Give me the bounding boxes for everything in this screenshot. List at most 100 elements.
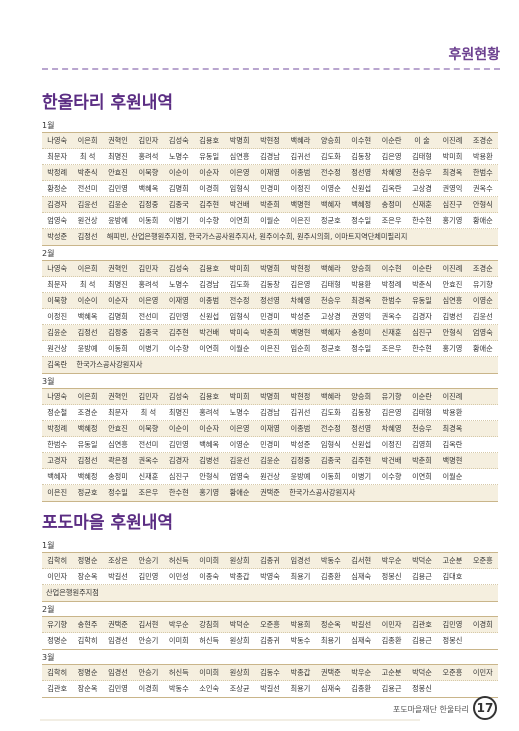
table-cell: 박용희 xyxy=(290,619,311,629)
donor-table: 김학히 정명순 임경선 안승기 허신득 이미희 원상희 김동수 박종갑 권택준 박우순 고순분 박덕순 오… xyxy=(42,664,498,698)
table-cell: 원건상 xyxy=(77,215,98,225)
table-cell: 박용환 xyxy=(351,279,372,289)
table-cell: 이종범 xyxy=(290,167,311,177)
footer-decor xyxy=(40,719,420,721)
table-cell: 권택준 xyxy=(260,488,280,497)
table-row: 이정진 백혜옥 김명희 전선미 김민영 신원섭 임형식 민경미 박성준 고상경 권영익 권옥수 김경자 김… xyxy=(42,309,498,325)
table-cell: 양승희 xyxy=(320,135,341,145)
table-cell: 최 석 xyxy=(79,151,96,161)
table-cell: 박현정 xyxy=(290,263,311,273)
table-cell: 이수현 xyxy=(381,263,402,273)
table-row: 산업은행원주지점 xyxy=(42,585,498,601)
table-cell: 박덕순 xyxy=(412,555,432,565)
table-cell: 이진례 xyxy=(442,391,463,401)
table-cell: 박춘희 xyxy=(412,455,432,465)
table-cell: 이은희 xyxy=(77,135,98,145)
table-cell: 김성숙 xyxy=(168,135,189,145)
table-cell: 유동일 xyxy=(77,439,98,449)
month-label: 2월 xyxy=(42,605,55,614)
table-cell: 안형식 xyxy=(442,327,463,337)
table-cell: 황정순 xyxy=(47,183,68,193)
table-cell: 민경미 xyxy=(260,439,280,449)
table-cell: 김정선 xyxy=(77,232,98,241)
table-cell: 박춘희 xyxy=(260,199,280,209)
table-cell: 최 석 xyxy=(140,407,157,417)
table-cell: 엄영숙 xyxy=(229,471,250,481)
table-cell: 박미희 xyxy=(229,391,250,401)
table-cell: 김민영 xyxy=(108,684,128,693)
table-cell: 김윤순 xyxy=(260,455,280,465)
table-cell: 최문자 xyxy=(108,407,128,417)
table-cell: 이재영 xyxy=(260,167,280,177)
table-cell: 이영순 xyxy=(229,439,250,449)
table-row: 김옥란 한국가스공사강원지사 xyxy=(42,357,498,373)
table-cell: 송정미 xyxy=(108,471,128,481)
table-cell: 김정중 xyxy=(290,455,311,465)
table-cell: 박우순 xyxy=(351,667,372,677)
table-cell: 최경옥 xyxy=(351,295,372,305)
table-cell: 허신득 xyxy=(168,555,189,565)
table-cell: 안형식 xyxy=(199,471,220,481)
table-cell: 허신득 xyxy=(199,636,220,645)
table-cell: 김용근 xyxy=(381,684,402,693)
table-cell: 박성준 xyxy=(290,439,311,449)
table-cell: 신재훈 xyxy=(138,471,159,481)
table-cell: 정순옥 xyxy=(320,619,341,629)
table-cell: 김도화 xyxy=(229,279,250,289)
table-cell: 고상경 xyxy=(320,311,341,321)
table-cell: 김관호 xyxy=(412,619,432,629)
table-cell: 박춘식 xyxy=(77,167,98,177)
table-cell: 이순이 xyxy=(77,295,98,305)
table-row: 정명순 김학히 임경선 안승기 이미희 허신득 원상희 김종귀 박동수 최용기 심재숙 김종환 김용근 정… xyxy=(42,633,498,649)
table-cell: 한수현 xyxy=(412,343,432,353)
table-cell: 백혜옥 xyxy=(138,183,159,193)
table-cell: 김종환 xyxy=(381,636,402,645)
table-cell: 안승기 xyxy=(138,555,159,565)
table-cell: 한수현 xyxy=(412,215,432,225)
table-cell: 정수일 xyxy=(351,215,372,225)
table-cell: 윤방예 xyxy=(77,343,98,353)
table-cell: 안승기 xyxy=(138,667,159,677)
table-cell: 심재숙 xyxy=(351,571,372,581)
table-row: 김윤순 김정선 김정중 김종국 김주현 박건배 박미숙 박춘희 백명현 백혜자 송정미 신재훈 심진구 안… xyxy=(42,325,498,341)
table-cell: 이진례 xyxy=(442,263,463,273)
table-cell: 이은진 xyxy=(290,215,311,225)
table-cell: 박춘식 xyxy=(412,279,432,289)
table-cell: 황애순 xyxy=(472,343,493,353)
table-cell: 이북향 xyxy=(138,167,159,177)
header-title: 후원현황 xyxy=(448,47,500,63)
table-cell: 이월순 xyxy=(260,215,280,225)
table-row: 황정순 전선미 김민영 백혜옥 김명희 이경희 임형식 민경미 이정진 이영순 신원섭 김옥란 고상경 권… xyxy=(42,181,498,197)
table-cell: 이종숙 xyxy=(199,571,220,581)
table-cell: 박건배 xyxy=(199,327,220,337)
table-cell: 고경자 xyxy=(47,455,68,465)
table-cell: 심진구 xyxy=(442,199,463,209)
table-cell: 한범수 xyxy=(47,439,68,449)
table-row: 김학히 정명순 임경선 안승기 허신득 이미희 원상희 김동수 박종갑 권택준 박우순 고순분 박덕순 오… xyxy=(42,665,498,681)
table-cell: 박춘희 xyxy=(260,327,280,337)
table-cell: 이은진 xyxy=(47,488,68,497)
table-cell: 김주현 xyxy=(199,199,220,209)
table-cell: 유기향 xyxy=(381,391,402,401)
table-cell: 임경선 xyxy=(108,636,128,645)
table-cell: 이은진 xyxy=(260,343,280,353)
table-cell: 정봉신 xyxy=(442,636,463,645)
table-cell: 임형식 xyxy=(229,311,250,321)
table-cell: 임순희 xyxy=(290,343,311,353)
table-cell: 안효진 xyxy=(442,279,463,289)
table-cell: 김병선 xyxy=(442,311,463,321)
table-cell: 원상희 xyxy=(229,667,250,677)
table-cell: 백혜자 xyxy=(320,199,341,209)
table-cell: 백혜정 xyxy=(351,199,372,209)
table-cell: 김윤선 xyxy=(77,199,98,209)
table-cell: 신재훈 xyxy=(412,199,432,209)
table-cell: 최문자 xyxy=(47,151,68,161)
table-cell: 이순이 xyxy=(168,167,189,177)
table-cell: 이재영 xyxy=(260,423,280,433)
table-row: 이은진 정균호 정수일 조은우 한수현 홍기영 황애순 권택준 한국가스공사강원지사 xyxy=(42,485,498,501)
table-cell: 정봉신 xyxy=(381,571,402,581)
table-cell: 김용호 xyxy=(199,263,220,273)
table-cell: 최명진 xyxy=(168,407,189,417)
table-cell: 김경남 xyxy=(199,279,220,289)
table-cell: 정순철 xyxy=(47,407,68,417)
